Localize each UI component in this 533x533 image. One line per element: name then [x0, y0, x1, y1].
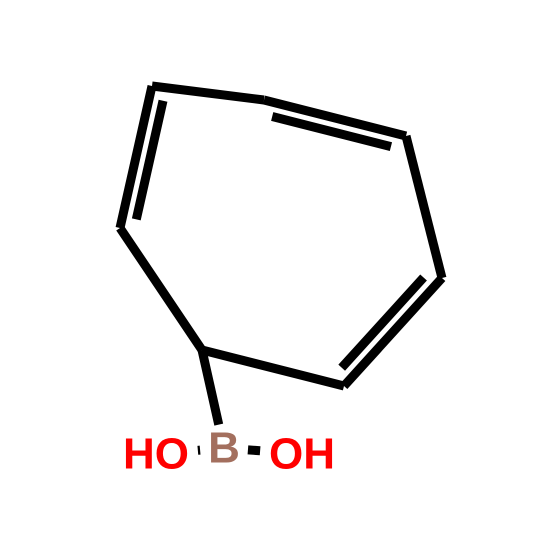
bond	[342, 277, 424, 367]
atom-label-b: B	[208, 424, 240, 473]
atom-label-o1: HO	[123, 430, 189, 479]
bond	[120, 228, 202, 350]
molecule-diagram: B HO OH	[0, 0, 533, 533]
atom-label-o2: OH	[269, 430, 335, 479]
bond	[152, 86, 264, 100]
bond	[248, 450, 260, 451]
bond	[202, 350, 344, 386]
bond	[202, 350, 219, 425]
bond	[406, 136, 442, 278]
bond	[344, 278, 442, 386]
